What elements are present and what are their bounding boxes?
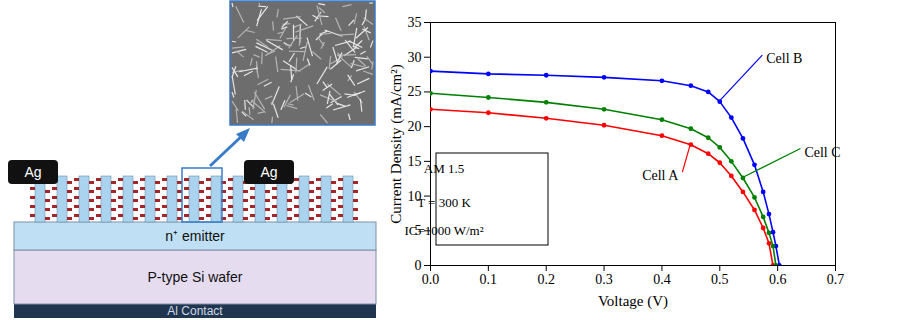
- svg-text:30: 30: [408, 50, 422, 65]
- svg-text:Ag: Ag: [24, 164, 41, 180]
- svg-text:20: 20: [408, 119, 422, 134]
- svg-text:0.4: 0.4: [653, 272, 671, 287]
- svg-text:IC=1000 W/m²: IC=1000 W/m²: [404, 223, 483, 238]
- svg-text:0.7: 0.7: [827, 272, 845, 287]
- svg-text:Cell A: Cell A: [642, 168, 679, 183]
- svg-text:0.2: 0.2: [537, 272, 555, 287]
- svg-text:15: 15: [408, 154, 422, 169]
- svg-text:Cell B: Cell B: [766, 51, 802, 66]
- svg-text:0.1: 0.1: [480, 272, 498, 287]
- svg-text:P-type Si wafer: P-type Si wafer: [148, 269, 243, 285]
- svg-text:Al Contact: Al Contact: [167, 304, 223, 318]
- svg-text:0.5: 0.5: [711, 272, 729, 287]
- svg-text:n⁺ emitter: n⁺ emitter: [165, 228, 225, 244]
- svg-text:AM 1.5: AM 1.5: [424, 161, 464, 176]
- svg-text:0.3: 0.3: [595, 272, 613, 287]
- svg-text:25: 25: [408, 84, 422, 99]
- svg-text:0.0: 0.0: [422, 272, 440, 287]
- svg-text:T = 300 K: T = 300 K: [417, 195, 471, 210]
- svg-text:10: 10: [407, 188, 422, 204]
- svg-text:0.6: 0.6: [769, 272, 787, 287]
- svg-text:Ag: Ag: [260, 164, 277, 180]
- svg-text:0: 0: [415, 258, 422, 273]
- svg-text:Cell C: Cell C: [804, 145, 840, 160]
- svg-text:Current Density (mA/cm²): Current Density (mA/cm²): [388, 64, 405, 223]
- svg-text:Voltage (V): Voltage (V): [598, 293, 668, 310]
- svg-text:35: 35: [408, 15, 422, 30]
